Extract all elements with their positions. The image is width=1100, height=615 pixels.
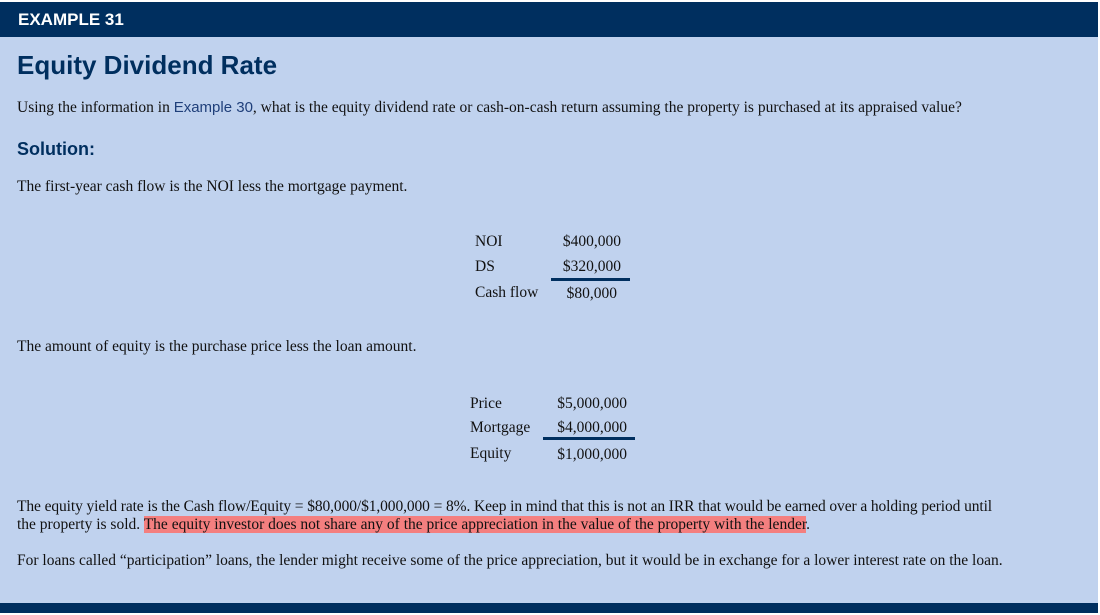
equity-label: Equity	[470, 445, 512, 462]
participation-paragraph: For loans called “participation” loans, …	[17, 552, 1003, 569]
example-30-link[interactable]: Example 30	[173, 99, 253, 116]
price-value: $5,000,000	[557, 395, 627, 412]
example-header: EXAMPLE 31	[0, 2, 1098, 37]
equity-intro: The amount of equity is the purchase pri…	[17, 338, 417, 355]
ds-value: $320,000	[562, 258, 621, 275]
yield-paragraph-line2: the property is sold. The equity investo…	[17, 516, 810, 534]
sum-rule	[543, 437, 635, 440]
equity-value: $1,000,000	[557, 446, 627, 463]
question-text: Using the information in Example 30, wha…	[17, 99, 962, 117]
noi-value: $400,000	[562, 233, 621, 250]
line2-start: the property is sold.	[17, 516, 144, 533]
sum-rule	[551, 278, 630, 281]
ds-label: DS	[475, 258, 495, 275]
yield-paragraph-line1: The equity yield rate is the Cash flow/E…	[17, 498, 993, 515]
solution-heading: Solution:	[17, 139, 95, 159]
highlighted-text: The equity investor does not share any o…	[143, 516, 807, 533]
price-label: Price	[470, 395, 502, 412]
cash-flow-intro: The first-year cash flow is the NOI less…	[17, 178, 408, 195]
noi-label: NOI	[475, 233, 503, 250]
cash-flow-label: Cash flow	[475, 284, 539, 301]
question-after: , what is the equity dividend rate or ca…	[252, 99, 962, 116]
footer-bar	[0, 603, 1098, 613]
page-title: Equity Dividend Rate	[17, 50, 278, 80]
example-label: EXAMPLE 31	[18, 10, 124, 29]
question-before: Using the information in	[17, 99, 174, 116]
cash-flow-value: $80,000	[566, 285, 617, 302]
line2-end: .	[806, 516, 810, 533]
mortgage-value: $4,000,000	[557, 419, 627, 436]
mortgage-label: Mortgage	[470, 419, 531, 436]
